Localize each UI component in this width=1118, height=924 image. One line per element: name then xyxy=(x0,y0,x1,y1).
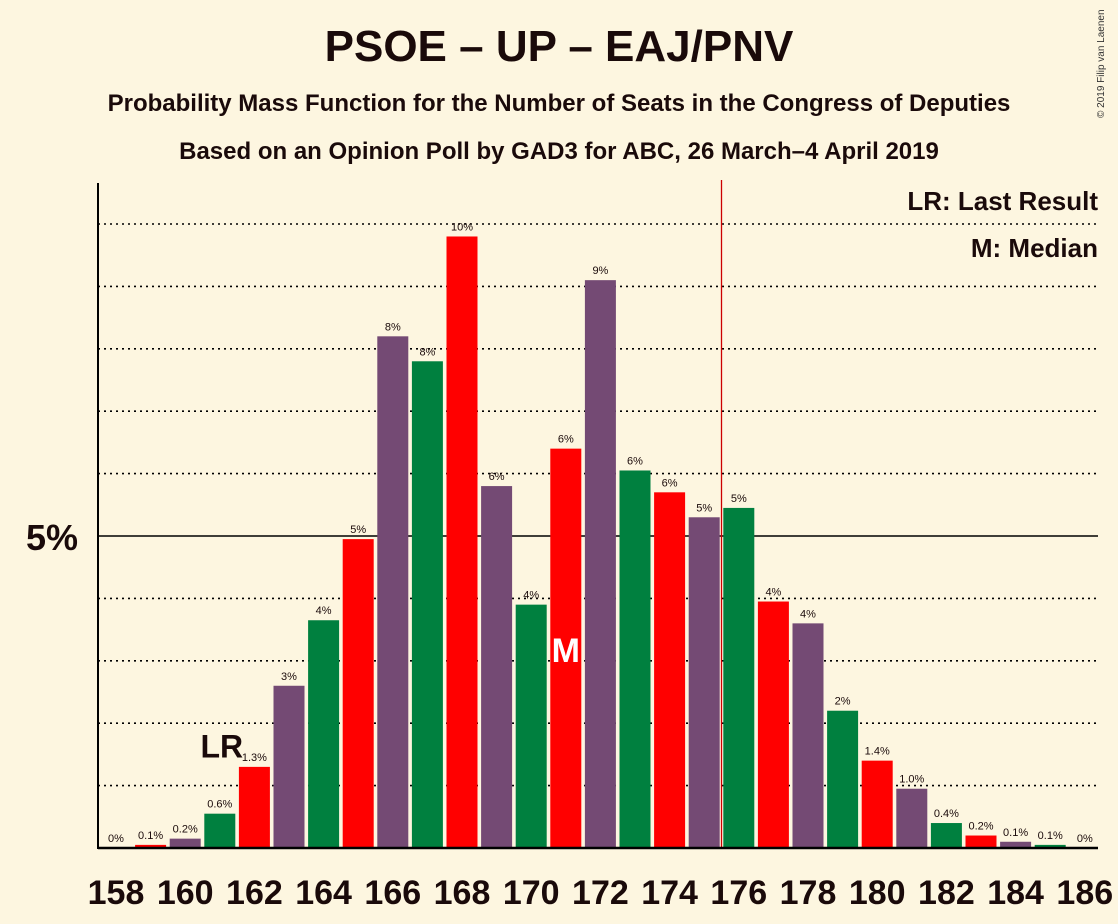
bar-seat-171 xyxy=(550,448,582,848)
bar-seat-185 xyxy=(1034,844,1066,848)
bar-seat-182 xyxy=(930,823,962,848)
x-tick-label: 176 xyxy=(710,874,767,912)
data-label-seat-186: 0% xyxy=(1077,833,1093,845)
x-tick-label: 158 xyxy=(88,874,145,912)
bar-seat-163 xyxy=(273,685,305,848)
data-label-seat-164: 4% xyxy=(316,605,332,617)
data-label-seat-174: 6% xyxy=(662,477,678,489)
x-tick-label: 184 xyxy=(987,874,1044,912)
bar-seat-178 xyxy=(792,623,824,848)
data-label-seat-177: 4% xyxy=(765,587,781,599)
x-tick-label: 174 xyxy=(641,874,698,912)
bar-seat-159 xyxy=(135,844,167,848)
bar-seat-170 xyxy=(515,604,547,848)
x-tick-label: 182 xyxy=(918,874,975,912)
data-label-seat-172: 9% xyxy=(592,265,608,277)
bar-seat-172 xyxy=(584,280,616,848)
chart-subtitle: Probability Mass Function for the Number… xyxy=(107,90,1011,117)
data-label-seat-179: 2% xyxy=(835,696,851,708)
x-tick-label: 162 xyxy=(226,874,283,912)
legend-median: M: Median xyxy=(971,233,1098,263)
data-label-seat-175: 5% xyxy=(696,502,712,514)
x-tick-label: 178 xyxy=(780,874,837,912)
data-label-seat-173: 6% xyxy=(627,455,643,467)
data-label-seat-168: 10% xyxy=(451,221,473,233)
data-label-seat-178: 4% xyxy=(800,608,816,620)
x-tick-label: 180 xyxy=(849,874,906,912)
bar-seat-169 xyxy=(481,486,513,848)
y-tick-label: 5% xyxy=(26,517,78,558)
data-label-seat-165: 5% xyxy=(350,524,366,536)
bar-seat-165 xyxy=(342,539,374,848)
bar-seat-175 xyxy=(688,517,720,848)
bar-seat-173 xyxy=(619,470,651,848)
data-label-seat-180: 1.4% xyxy=(865,746,890,758)
bar-seat-180 xyxy=(861,760,893,848)
data-label-seat-182: 0.4% xyxy=(934,808,959,820)
data-label-seat-170: 4% xyxy=(523,590,539,602)
data-label-seat-161: 0.6% xyxy=(207,799,232,811)
data-label-seat-169: 6% xyxy=(489,471,505,483)
data-label-seat-166: 8% xyxy=(385,321,401,333)
median-marker: M xyxy=(552,632,580,670)
data-label-seat-162: 1.3% xyxy=(242,752,267,764)
data-label-seat-181: 1.0% xyxy=(899,774,924,786)
bar-seat-184 xyxy=(1000,841,1032,848)
data-label-seat-158: 0% xyxy=(108,833,124,845)
bar-seat-161 xyxy=(204,813,236,848)
bar-seat-183 xyxy=(965,835,997,848)
x-tick-label: 166 xyxy=(364,874,421,912)
bar-seat-176 xyxy=(723,507,755,848)
legend-last-result: LR: Last Result xyxy=(907,186,1098,216)
data-label-seat-184: 0.1% xyxy=(1003,827,1028,839)
bar-seat-166 xyxy=(377,336,409,848)
bar-seat-177 xyxy=(757,601,789,848)
x-tick-label: 170 xyxy=(503,874,560,912)
last-result-marker: LR xyxy=(200,729,243,765)
x-tick-label: 164 xyxy=(295,874,352,912)
bar-seat-174 xyxy=(654,492,686,848)
data-label-seat-160: 0.2% xyxy=(173,824,198,836)
bar-seat-164 xyxy=(308,620,340,848)
bar-seat-162 xyxy=(238,766,270,848)
data-label-seat-183: 0.2% xyxy=(968,821,993,833)
bar-seat-167 xyxy=(411,361,443,848)
chart-title: PSOE – UP – EAJ/PNV xyxy=(324,22,794,71)
data-label-seat-185: 0.1% xyxy=(1038,830,1063,842)
x-tick-label: 168 xyxy=(434,874,491,912)
x-tick-label: 186 xyxy=(1056,874,1113,912)
data-label-seat-167: 8% xyxy=(419,346,435,358)
x-tick-label: 172 xyxy=(572,874,629,912)
bar-seat-160 xyxy=(169,838,201,848)
bar-seat-181 xyxy=(896,788,928,848)
data-label-seat-171: 6% xyxy=(558,434,574,446)
data-label-seat-176: 5% xyxy=(731,493,747,505)
chart-source: Based on an Opinion Poll by GAD3 for ABC… xyxy=(179,138,939,165)
bar-seat-168 xyxy=(446,236,478,849)
x-tick-label: 160 xyxy=(157,874,214,912)
data-label-seat-159: 0.1% xyxy=(138,830,163,842)
data-label-seat-163: 3% xyxy=(281,671,297,683)
bar-seat-179 xyxy=(827,710,859,848)
